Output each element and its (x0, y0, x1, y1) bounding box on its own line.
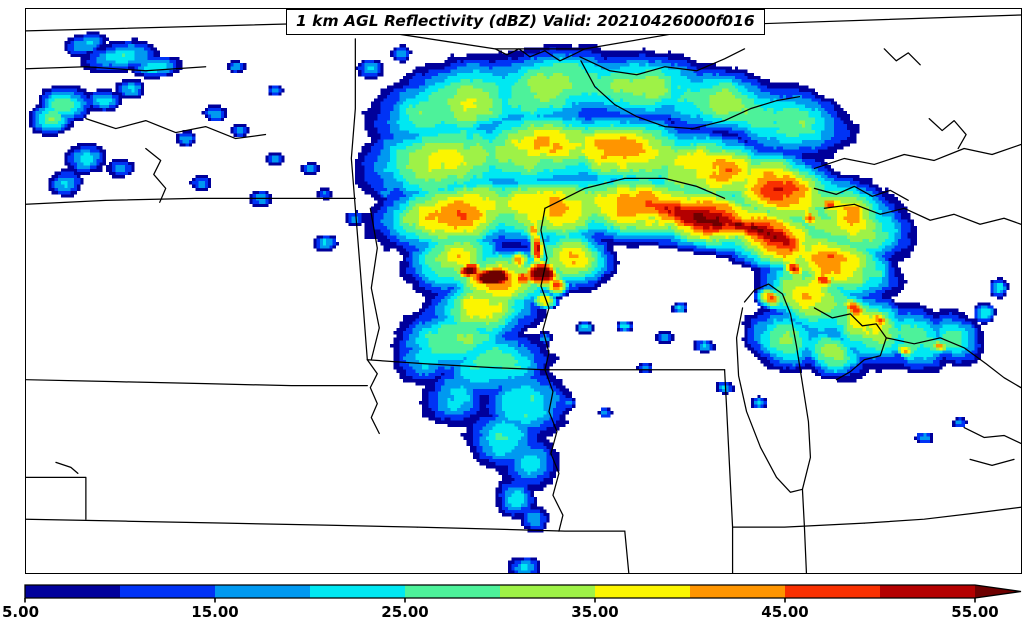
colorbar: 5.00 15.00 25.00 35.00 45.00 55.00 (0, 576, 1033, 633)
reflectivity-band-30-35 (48, 72, 946, 361)
plot-title-box: 1 km AGL Reflectivity (dBZ) Valid: 20210… (286, 9, 765, 36)
boundary-line (731, 522, 865, 528)
boundary-line (366, 359, 380, 435)
geographic-boundaries (26, 14, 1021, 573)
boundary-line (26, 14, 1021, 50)
reflectivity-band-25-30 (45, 53, 962, 440)
boundary-line (735, 307, 804, 493)
map-panel (25, 8, 1022, 574)
boundary-line (145, 147, 167, 203)
colorbar-tick-label: 45.00 (761, 603, 808, 621)
boundary-line (26, 476, 87, 520)
reflectivity-band-45-50 (457, 168, 882, 322)
boundary-line (26, 66, 207, 72)
plot-title: 1 km AGL Reflectivity (dBZ) Valid: 20210… (296, 12, 755, 30)
colorbar-band (215, 585, 310, 598)
boundary-line (863, 506, 1021, 524)
boundary-line (494, 48, 586, 62)
colorbar-band (405, 585, 500, 598)
colorbar-band (120, 585, 215, 598)
colorbar-band (880, 585, 975, 598)
boundary-line (823, 203, 1021, 225)
boundary-line (624, 530, 630, 573)
boundary-line (743, 283, 812, 490)
boundary-line (540, 207, 550, 371)
colorbar-band-extend-max (975, 585, 1021, 598)
boundary-line (85, 117, 267, 140)
reflectivity-band-50-55 (463, 187, 796, 284)
colorbar-tick-label: 55.00 (951, 603, 998, 621)
colorbar-bands (25, 585, 1021, 598)
boundary-line (813, 143, 1021, 170)
reflectivity-band-35-40 (418, 98, 943, 354)
boundary-line (350, 38, 368, 361)
colorbar-tick-label: 5.00 (2, 603, 39, 621)
colorbar-tick-label: 15.00 (191, 603, 238, 621)
boundary-line (544, 369, 564, 532)
boundary-line (544, 177, 726, 209)
reflectivity-band-20-25 (38, 40, 1004, 571)
boundary-line (885, 337, 1021, 389)
boundary-line (580, 60, 801, 130)
boundary-line (723, 369, 734, 573)
reflectivity-band-40-45 (425, 136, 943, 354)
boundary-line (416, 526, 626, 532)
boundary-line (26, 197, 356, 205)
colorbar-band (500, 585, 595, 598)
colorbar-band (595, 585, 690, 598)
boundary-line (26, 379, 368, 387)
boundary-line (26, 518, 418, 528)
colorbar-band (25, 585, 120, 598)
colorbar-tick-label: 25.00 (381, 603, 428, 621)
boundary-line (883, 48, 921, 66)
boundary-line (369, 207, 380, 361)
boundary-line (55, 461, 79, 474)
colorbar-tick-label: 35.00 (571, 603, 618, 621)
colorbar-band (785, 585, 880, 598)
reflectivity-band-gt55 (466, 213, 777, 284)
colorbar-band (690, 585, 785, 598)
boundary-line (366, 359, 546, 371)
boundary-line (801, 488, 808, 573)
boundary-line (963, 426, 1021, 445)
colorbar-outline (24, 584, 1022, 599)
boundary-line (813, 307, 887, 381)
radar-map (26, 14, 1021, 573)
colorbar-svg: 5.00 15.00 25.00 35.00 45.00 55.00 (2, 584, 1022, 621)
colorbar-band (310, 585, 405, 598)
boundary-line (928, 117, 967, 150)
boundary-line (969, 458, 1015, 467)
reflectivity-field (29, 31, 1010, 573)
reflectivity-band-10-15 (32, 34, 1007, 573)
boundary-line (813, 185, 909, 201)
boundary-line (579, 48, 746, 76)
